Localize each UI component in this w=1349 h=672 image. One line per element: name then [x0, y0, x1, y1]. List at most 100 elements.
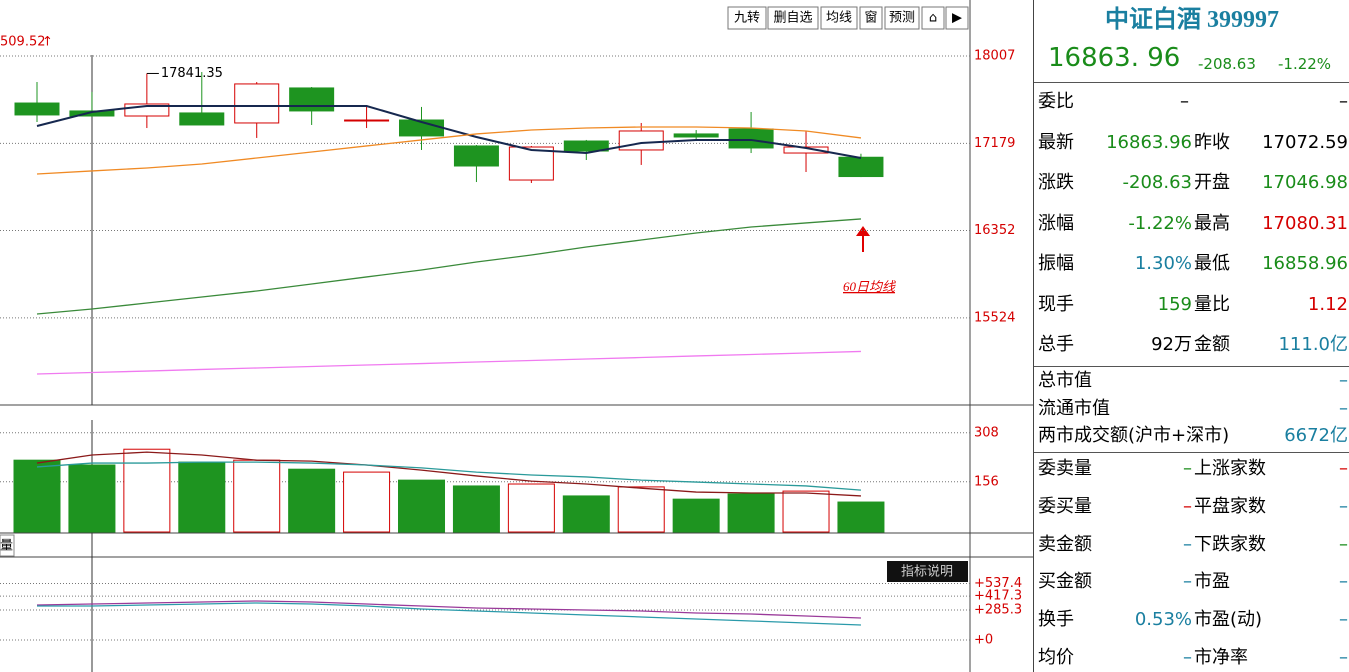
quote-label: 开盘 [1194, 172, 1230, 193]
quote-label: 振幅 [1038, 253, 1074, 274]
candle-body [618, 130, 664, 151]
quote-value: -208.63 [1122, 172, 1192, 193]
annotation-arrowhead [856, 226, 870, 236]
quote-change-pct: -1.22% [1278, 55, 1332, 73]
toolbar-button-label: 预测 [889, 11, 915, 26]
divider [1034, 366, 1349, 367]
quote-value: 159 [1157, 293, 1192, 315]
annotation: 60日均线 [843, 279, 896, 294]
candle-body [179, 112, 225, 126]
candle-body [673, 133, 719, 138]
order-value: – [1183, 495, 1192, 517]
candle-body [728, 128, 774, 149]
quote-label: 最高 [1194, 212, 1230, 234]
ma-line [36, 218, 861, 315]
divider [1034, 452, 1349, 453]
y-tick-label: 17179 [974, 136, 1015, 151]
toolbar-button[interactable] [859, 6, 883, 30]
quote-value: 17046.98 [1262, 172, 1348, 193]
order-label: 上涨家数 [1194, 458, 1266, 479]
y-tick-label: 308 [974, 425, 999, 440]
quote-value: 17072.59 [1262, 131, 1348, 153]
quote-label: 委比 [1038, 91, 1074, 112]
y-tick-label: 18007 [974, 48, 1015, 63]
quote-value: 16863.96 [1106, 131, 1192, 153]
toolbar-button[interactable] [727, 6, 767, 30]
quote-label: 金额 [1194, 334, 1230, 355]
ma-line [36, 350, 861, 375]
quote-value: 16858.96 [1262, 253, 1348, 274]
quote-value: 1.30% [1134, 253, 1192, 274]
order-label: 下跌家数 [1194, 533, 1266, 555]
market-value: – [1339, 397, 1348, 419]
order-label: 市盈 [1194, 571, 1230, 593]
ma-line [36, 104, 862, 159]
volume-bar [672, 498, 720, 533]
order-label: 委买量 [1038, 495, 1092, 517]
quote-label: 最新 [1038, 131, 1074, 153]
order-value: – [1339, 533, 1348, 555]
y-tick-label: 156 [974, 474, 999, 489]
indicator-button[interactable] [887, 561, 968, 582]
order-value: – [1183, 533, 1192, 555]
quote-label: 涨跌 [1038, 172, 1074, 193]
order-value: 0.53% [1134, 609, 1192, 631]
quote-label: 量比 [1194, 293, 1230, 315]
market-label: 流通市值 [1038, 397, 1110, 419]
candle-body [14, 102, 60, 116]
candle-body [563, 140, 609, 152]
candle-body [508, 146, 554, 181]
ma-line [36, 600, 861, 619]
volume-bar [617, 486, 665, 533]
candle-body [344, 119, 390, 122]
candle-body [453, 145, 499, 167]
toolbar-button[interactable] [767, 6, 819, 30]
arrow-icon: ↑ [42, 35, 53, 50]
volume-tab[interactable] [0, 534, 15, 557]
ma-line [36, 461, 861, 491]
quote-panel: 中证白酒 399997 16863. 96 -208.63 -1.22% 委比 – – 最新 1… [1033, 0, 1349, 672]
candle-body [838, 156, 884, 178]
toolbar-button-label: 九转 [734, 11, 760, 26]
order-label: 委卖量 [1038, 458, 1092, 479]
candle-body [69, 110, 115, 117]
volume-bar [233, 459, 281, 533]
background [0, 0, 1033, 672]
quote-price: 16863. 96 [1048, 43, 1181, 73]
y-tick-label: +0 [974, 633, 993, 648]
toolbar-button-label: 删自选 [773, 11, 812, 26]
y-tick-label: +285.3 [974, 602, 1022, 617]
volume-bar [562, 495, 610, 533]
quote-label: 最低 [1194, 253, 1230, 274]
y-tick-label: 15524 [974, 310, 1015, 325]
order-label: 平盘家数 [1194, 495, 1266, 517]
quote-label: 昨收 [1194, 131, 1230, 153]
order-label: 换手 [1038, 609, 1074, 631]
high-label: 17841.35 [161, 66, 223, 81]
toolbar-button[interactable] [884, 6, 920, 30]
toolbar-icon: ▶ [952, 11, 962, 26]
ma-line [36, 451, 861, 497]
toolbar-icon: ⌂ [929, 11, 937, 26]
toolbar-icon[interactable] [945, 6, 969, 30]
quote-value: 17080.31 [1262, 212, 1348, 234]
order-value: – [1183, 458, 1192, 479]
chart-area: 509.52 ↑ 60日均线 量 指标说明 ▶ ⌂ 18007 17179 1635… [0, 0, 1033, 672]
quote-value: – [1180, 91, 1189, 112]
y-tick-label: +537.4 [974, 576, 1022, 591]
candle-body [289, 87, 335, 112]
volume-bar [288, 468, 336, 533]
toolbar-button-label: 窗 [864, 10, 877, 26]
quote-title: 中证白酒 399997 [1105, 7, 1279, 33]
volume-bar [13, 459, 61, 533]
divider [1034, 82, 1349, 83]
quote-change: -208.63 [1198, 55, 1256, 73]
volume-bar [837, 501, 885, 533]
volume-bar [68, 464, 116, 533]
toolbar-button[interactable] [820, 6, 858, 30]
volume-bar [452, 485, 500, 533]
market-label: 两市成交额(沪市+深市) [1038, 425, 1230, 446]
y-tick-label: +417.3 [974, 589, 1022, 604]
toolbar-icon[interactable] [921, 6, 945, 30]
